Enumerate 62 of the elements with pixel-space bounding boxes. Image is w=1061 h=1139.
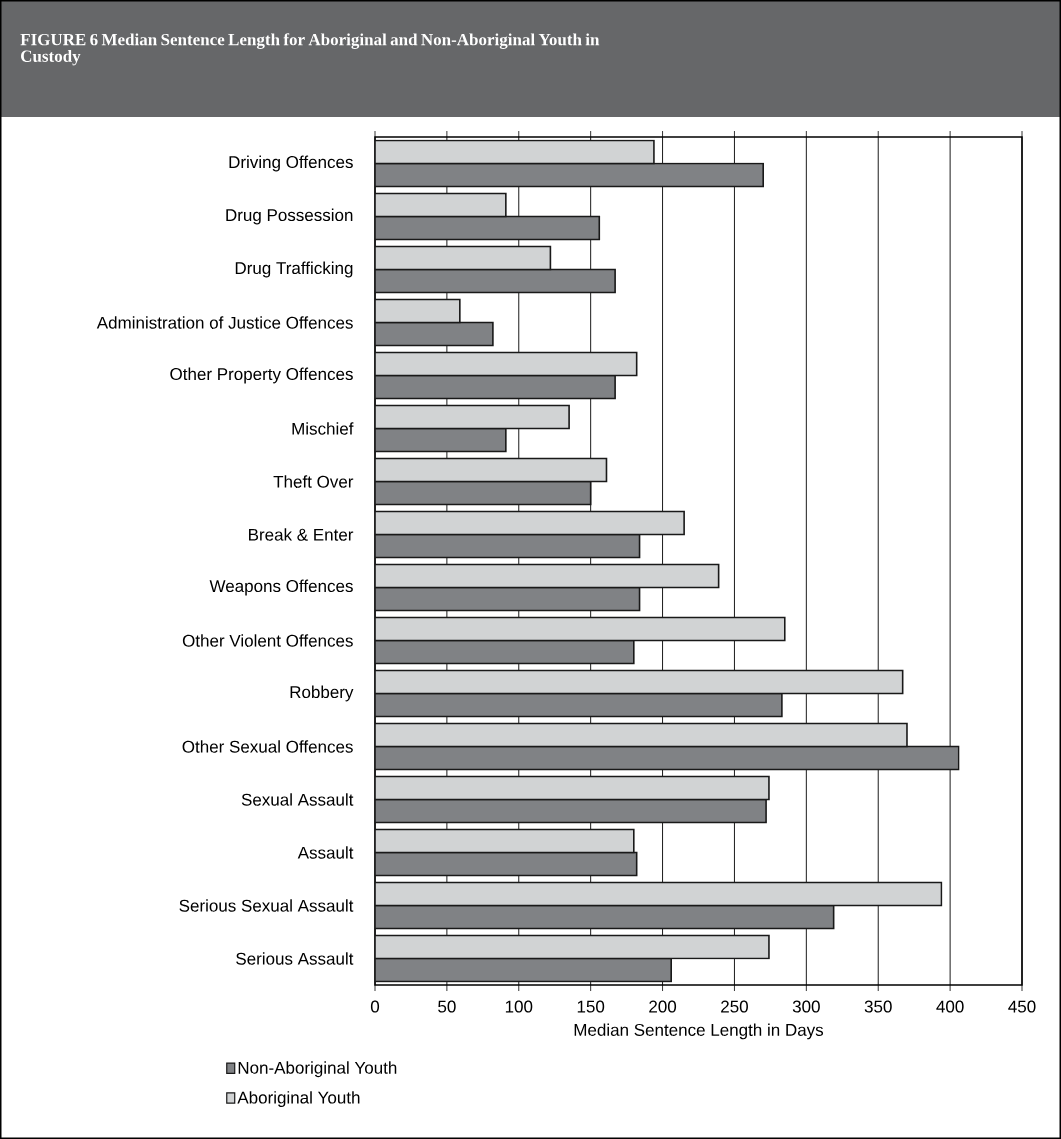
bar — [375, 669, 904, 695]
x-tick-label: 450 — [1008, 1000, 1036, 1013]
y-tick-label: Weapons Offences — [209, 579, 353, 596]
bar — [375, 563, 720, 589]
bar — [375, 851, 638, 877]
y-tick-label: Administration of Justice Offences — [96, 316, 353, 329]
bar — [375, 798, 767, 824]
bar — [375, 192, 507, 218]
x-tick-label: 50 — [438, 1000, 456, 1013]
bar — [375, 775, 770, 801]
x-axis-title: Median Sentence Length in Days — [574, 1023, 824, 1040]
bar — [375, 374, 616, 400]
bar — [375, 457, 608, 483]
x-tick-label: 300 — [792, 1000, 820, 1013]
legend-label: Aboriginal Youth — [237, 1091, 360, 1107]
bar — [375, 162, 764, 188]
bar — [375, 268, 616, 294]
y-tick-label: Theft Over — [273, 475, 354, 488]
bar — [375, 957, 672, 983]
x-tick-label: 150 — [577, 1000, 605, 1013]
x-tick-label: 400 — [936, 1000, 964, 1013]
bar — [375, 586, 641, 612]
bar — [375, 904, 835, 930]
bar — [375, 745, 960, 771]
y-tick-label: Other Property Offences — [170, 367, 353, 384]
y-tick-label: Drug Trafficking — [235, 261, 353, 278]
x-tick-label: 350 — [864, 1000, 892, 1013]
y-tick-label: Robbery — [290, 685, 354, 702]
bar — [375, 881, 943, 907]
legend-label: Non-Aboriginal Youth — [238, 1061, 397, 1078]
y-tick-label: Break & Enter — [249, 528, 354, 541]
bar — [375, 427, 507, 453]
bar — [375, 215, 601, 241]
bar — [375, 828, 635, 854]
x-tick-label: 100 — [505, 1000, 533, 1013]
chart-title: FIGURE 6 Median Sentence Length for Aboriginal and Non-Aboriginal Youth in Custody — [20, 33, 600, 66]
y-tick-label: Serious Sexual Assault — [179, 899, 354, 912]
bar — [375, 934, 770, 960]
bar — [375, 692, 783, 718]
x-tick-label: 0 — [370, 1000, 380, 1013]
y-tick-label: Other Sexual Offences — [182, 740, 353, 753]
bar — [375, 639, 635, 665]
bar — [375, 533, 641, 559]
y-tick-label: Serious Assault — [236, 952, 354, 965]
bar — [375, 480, 592, 506]
bar — [375, 404, 570, 430]
x-tick-label: 250 — [721, 1000, 748, 1013]
bar — [375, 351, 638, 377]
y-tick-label: Driving Offences — [229, 155, 353, 172]
bar — [375, 722, 908, 748]
bar — [375, 245, 552, 271]
y-tick-label: Mischief — [292, 422, 354, 435]
y-tick-label: Drug Possession — [226, 208, 353, 225]
y-tick-label: Assault — [297, 846, 354, 859]
bar — [375, 298, 461, 324]
x-tick-label: 200 — [649, 1000, 677, 1013]
bar — [375, 616, 786, 642]
bar — [375, 139, 655, 165]
bar — [375, 321, 494, 347]
y-tick-label: Other Violent Offences — [182, 634, 353, 647]
y-tick-label: Sexual Assault — [241, 793, 354, 806]
bar — [375, 510, 685, 536]
